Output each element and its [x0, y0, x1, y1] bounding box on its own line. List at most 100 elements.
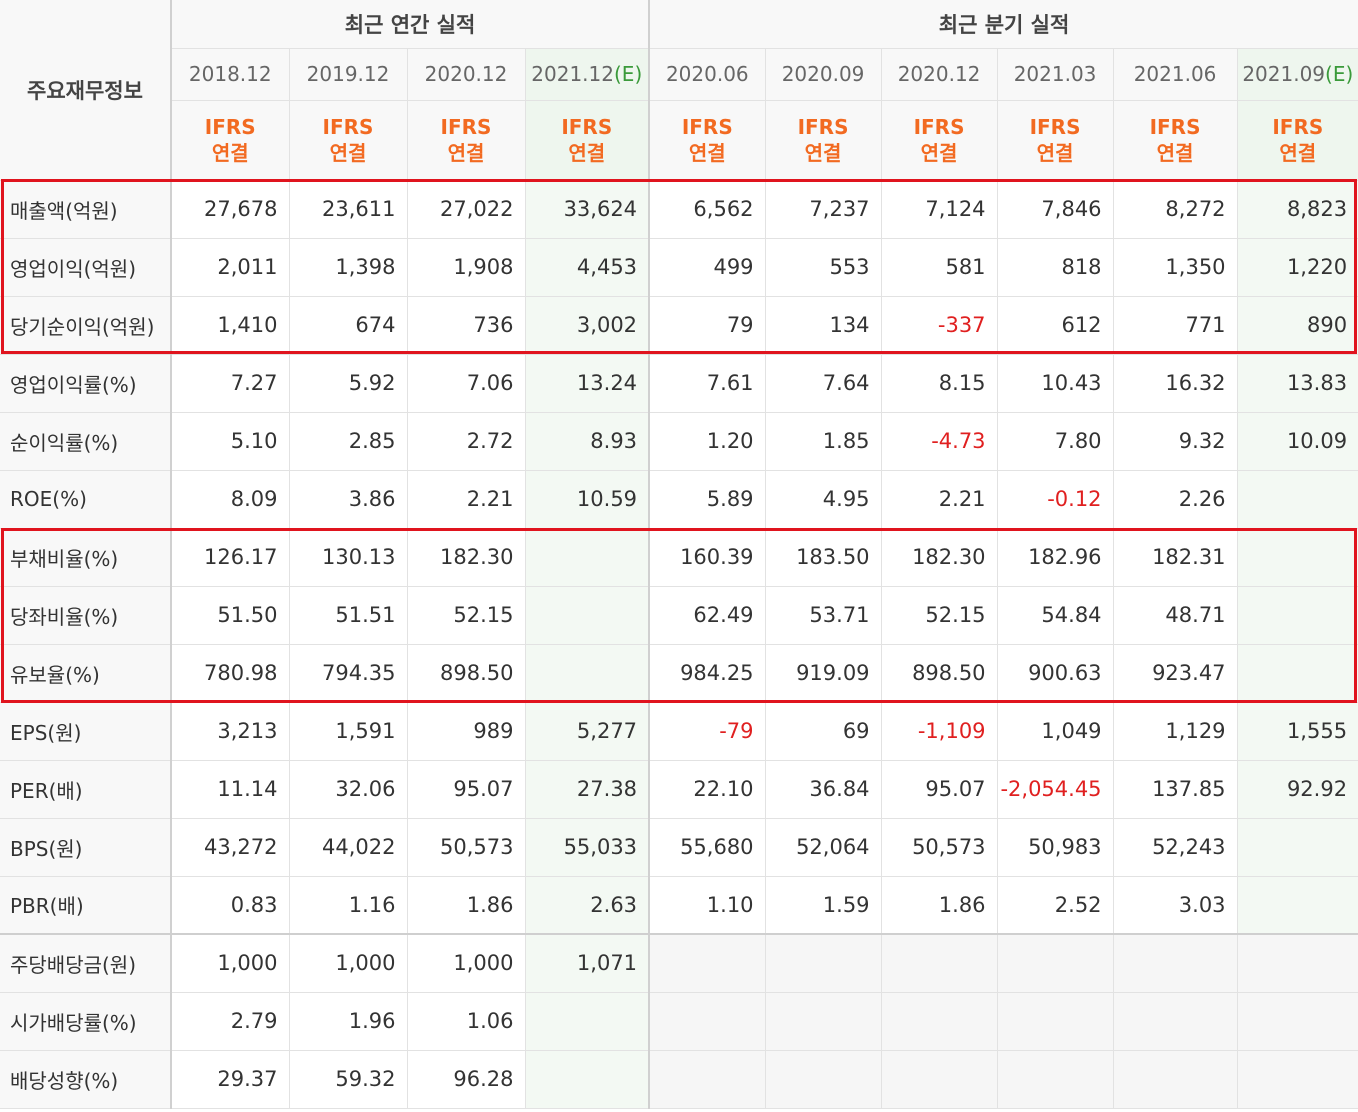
table-cell: 4.95: [765, 470, 882, 529]
period-label: 2020.06: [665, 62, 749, 86]
table-cell: 1.86: [407, 876, 526, 935]
period-header: 2021.12(E): [525, 48, 651, 101]
table-cell: 2.85: [289, 412, 408, 471]
ifrs-label: IFRS: [322, 115, 374, 139]
row-label: PBR(배): [0, 876, 172, 935]
table-cell: 900.63: [997, 644, 1114, 703]
table-cell: 2.21: [881, 470, 998, 529]
table-cell: 33,624: [525, 180, 651, 239]
table-cell: [881, 992, 998, 1051]
table-cell: 5,277: [525, 702, 651, 761]
period-header: 2020.06: [649, 48, 766, 101]
table-cell: 10.59: [525, 470, 651, 529]
table-cell: [765, 1050, 882, 1109]
table-cell: 890: [1237, 296, 1358, 355]
table-cell: 2.26: [1113, 470, 1238, 529]
table-cell: 51.51: [289, 586, 408, 645]
table-cell: 7,124: [881, 180, 998, 239]
table-cell: 126.17: [171, 528, 290, 587]
table-cell: 1,129: [1113, 702, 1238, 761]
table-cell: 3.03: [1113, 876, 1238, 935]
table-cell: 13.24: [525, 354, 651, 413]
consolidated-label: 연결: [804, 141, 842, 165]
table-cell: [525, 992, 651, 1051]
table-cell: 794.35: [289, 644, 408, 703]
row-label: BPS(원): [0, 818, 172, 877]
table-row: EPS(원) 3,213 1,591 989 5,277 -79 69 -1,109 1,049…: [0, 702, 1358, 761]
table-cell: 1.86: [881, 876, 998, 935]
row-label: 유보율(%): [0, 644, 172, 703]
table-cell: [649, 992, 766, 1051]
table-row: 당기순이익(억원) 1,410 674 736 3,002 79 134 -337 612 771…: [0, 296, 1358, 355]
table-cell: 50,573: [881, 818, 998, 877]
ifrs-consolidated-header: IFRS 연결: [407, 100, 526, 181]
table-cell: 7.27: [171, 354, 290, 413]
consolidated-label: 연결: [1279, 141, 1317, 165]
table-cell: 8.09: [171, 470, 290, 529]
row-label: 순이익률(%): [0, 412, 172, 471]
table-cell: 92.92: [1237, 760, 1358, 819]
period-header: 2021.03: [997, 48, 1114, 101]
table-cell: 13.83: [1237, 354, 1358, 413]
table-cell: 1,000: [407, 934, 526, 993]
table-cell: 50,983: [997, 818, 1114, 877]
table-cell: 7,237: [765, 180, 882, 239]
period-label: 2021.12: [531, 62, 614, 86]
table-cell: 59.32: [289, 1050, 408, 1109]
table-cell: 2.79: [171, 992, 290, 1051]
period-label: 2020.12: [897, 62, 981, 86]
consolidated-label: 연결: [1036, 141, 1074, 165]
table-row: BPS(원) 43,272 44,022 50,573 55,033 55,680 52,0…: [0, 818, 1358, 877]
table-row: 영업이익률(%) 7.27 5.92 7.06 13.24 7.61 7.64 8.15 10.…: [0, 354, 1358, 413]
table-row: 당좌비율(%) 51.50 51.51 52.15 62.49 53.71 52.15 54.…: [0, 586, 1358, 645]
ifrs-label: IFRS: [1029, 115, 1081, 139]
row-label: 부채비율(%): [0, 528, 172, 587]
period-label: 2021.03: [1013, 62, 1097, 86]
table-cell: 10.09: [1237, 412, 1358, 471]
table-cell: 1.59: [765, 876, 882, 935]
table-cell: 3.86: [289, 470, 408, 529]
table-cell: 898.50: [407, 644, 526, 703]
table-cell: 780.98: [171, 644, 290, 703]
table-cell: 137.85: [1113, 760, 1238, 819]
ifrs-label: IFRS: [913, 115, 965, 139]
period-header: 2020.09: [765, 48, 882, 101]
table-cell: -0.12: [997, 470, 1114, 529]
table-cell: 62.49: [649, 586, 766, 645]
table-cell: 3,213: [171, 702, 290, 761]
table-cell: 612: [997, 296, 1114, 355]
table-cell: 1.10: [649, 876, 766, 935]
table-cell: 581: [881, 238, 998, 297]
table-cell: 5.92: [289, 354, 408, 413]
row-label: 매출액(억원): [0, 180, 172, 239]
row-label: ROE(%): [0, 470, 172, 529]
table-cell: [997, 992, 1114, 1051]
table-cell: [765, 992, 882, 1051]
table-cell: 1,410: [171, 296, 290, 355]
table-cell: [1237, 586, 1358, 645]
table-cell: 51.50: [171, 586, 290, 645]
table-cell: 27.38: [525, 760, 651, 819]
table-cell: 1,049: [997, 702, 1114, 761]
row-label: 시가배당률(%): [0, 992, 172, 1051]
table-cell: 50,573: [407, 818, 526, 877]
period-header: 2020.12: [881, 48, 998, 101]
ifrs-consolidated-header: IFRS 연결: [1113, 100, 1238, 181]
annual-group-header: 최근 연간 실적: [171, 0, 651, 49]
table-cell: 134: [765, 296, 882, 355]
quarter-group-header: 최근 분기 실적: [649, 0, 1358, 49]
table-cell: 183.50: [765, 528, 882, 587]
table-cell: 22.10: [649, 760, 766, 819]
table-row: ROE(%) 8.09 3.86 2.21 10.59 5.89 4.95 2.21 -0.12…: [0, 470, 1358, 529]
table-cell: 919.09: [765, 644, 882, 703]
table-cell: [1113, 934, 1238, 993]
table-cell: 1,591: [289, 702, 408, 761]
table-cell: 3,002: [525, 296, 651, 355]
row-label: PER(배): [0, 760, 172, 819]
consolidated-label: 연결: [568, 141, 606, 165]
consolidated-label: 연결: [211, 141, 249, 165]
ifrs-label: IFRS: [204, 115, 256, 139]
table-row: PBR(배) 0.83 1.16 1.86 2.63 1.10 1.59 1.86 2.52 3.…: [0, 876, 1358, 935]
table-row: 주당배당금(원) 1,000 1,000 1,000 1,071: [0, 934, 1358, 993]
table-cell: 11.14: [171, 760, 290, 819]
